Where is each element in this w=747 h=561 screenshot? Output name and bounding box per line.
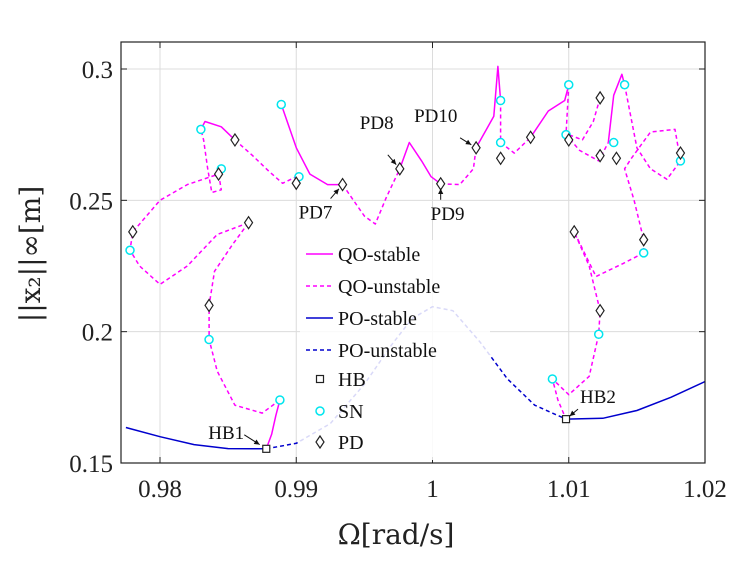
legend-marker-sn [315,406,325,416]
legend-marker-pd [315,434,325,450]
legend-box [300,240,490,460]
legend-label-po-unstable: PO-unstable [338,340,437,362]
series-qo-unstable-segment [129,173,249,286]
legend-label-hb: HB [338,369,366,391]
pd-marker [337,177,348,192]
pd-marker [564,132,574,148]
series-qo-stable-segment [280,104,343,186]
series-po-stable-segment [565,380,706,420]
pd-marker [128,224,138,239]
annotation-arrow-head [390,158,397,165]
tick-layer: 0.98 0.99 1 1.01 1.02 0.15 0.2 0.25 0.3 [69,42,727,503]
annotation-label: PD9 [431,204,465,225]
x-axis-label: Ω[rad/s] [338,518,455,551]
series-qo-unstable-segment [551,231,645,420]
pd-marker [569,224,579,239]
pd-marker [395,161,405,176]
annotation-arrow-head [333,188,339,195]
annotation-arrow-head [465,139,472,145]
series-qo-stable-segment [399,141,442,185]
pd-marker [675,145,686,161]
x-tick-label: 1 [426,476,439,503]
pd-marker [495,151,506,166]
series-qo-unstable-segment [623,84,682,253]
series-qo-unstable-segment [234,139,297,185]
series-qo-unstable-segment [499,100,532,154]
pd-marker [638,232,649,247]
legend-label-pd: PD [338,432,364,454]
legend-label-po-stable: PO-stable [338,308,417,330]
pd-marker [204,298,214,313]
pd-marker [525,130,536,145]
series-qo-stable-segment [475,65,502,149]
series-qo-stable-segment [607,73,626,143]
pd-marker [611,151,622,166]
annotation-arrow-head [253,439,260,445]
series-po-stable-segment [125,426,267,450]
x-tick-label: 0.99 [274,476,318,503]
sn-marker [638,248,649,258]
legend: QO-stable QO-unstable PO-stable PO-unsta… [300,240,490,460]
annotation-label: HB1 [208,423,244,444]
series-qo-stable-segment [529,84,570,138]
series-qo-unstable-segment [208,222,281,414]
sn-marker [608,137,619,148]
series-qo-unstable-segment [568,97,601,141]
sn-marker [593,329,604,340]
pd-marker [595,90,605,105]
series-qo-stable-segment [200,120,236,141]
sn-marker [125,245,135,255]
pd-marker [595,148,605,163]
pd-marker [291,176,301,191]
sn-marker [196,124,206,135]
sn-marker [204,334,214,345]
pd-marker [471,140,481,155]
series-qo-unstable-segment [341,168,401,225]
annotation-label: PD10 [414,106,457,127]
plot-frame [120,41,706,464]
annotation-label: HB2 [580,387,616,408]
hb-marker [262,444,271,453]
y-tick-label: 0.2 [82,320,113,347]
series-qo-unstable-segment [440,147,477,186]
pd-marker [595,303,605,318]
annotation-arrow-head [438,188,444,194]
x-tick-label: 1.01 [547,476,591,503]
series-qo-stable-segment [265,399,281,450]
sn-marker [495,95,506,106]
pd-marker [435,176,446,191]
sn-marker [275,395,285,405]
legend-label-qo-stable: QO-stable [338,244,420,266]
pd-marker [230,132,240,148]
sn-marker [547,374,558,384]
y-axis-label: ||x₂||∞[m] [14,186,47,322]
x-tick-label: 1.02 [683,476,727,503]
x-tick-label: 0.98 [138,476,182,503]
y-tick-label: 0.25 [69,188,113,215]
sn-marker [619,80,630,90]
annotation-layer: HB1 HB2 PD7 PD8 PD9 PD10 [208,106,616,446]
annotation-label: PD7 [299,203,333,224]
hb-marker [561,415,571,424]
sn-marker [495,137,506,148]
y-tick-label: 0.15 [69,451,113,478]
sn-marker [276,99,287,110]
legend-marker-hb [315,374,325,384]
series-qo-unstable-segment [200,129,223,194]
annotation-arrow-head [569,410,576,417]
legend-label-sn: SN [338,401,364,423]
pd-marker [243,215,254,230]
pd-marker [213,166,224,182]
y-tick-label: 0.3 [82,57,113,84]
annotation-label: PD8 [360,113,394,134]
legend-label-qo-unstable: QO-unstable [338,276,440,298]
sn-marker [564,80,574,90]
